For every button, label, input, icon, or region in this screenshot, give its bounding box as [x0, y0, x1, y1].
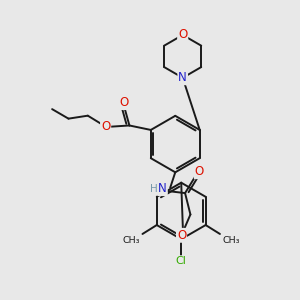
Text: O: O — [178, 28, 187, 41]
Text: N: N — [158, 182, 167, 195]
Text: Cl: Cl — [176, 256, 187, 266]
Text: CH₃: CH₃ — [222, 236, 240, 245]
Text: H: H — [150, 184, 158, 194]
Text: O: O — [119, 96, 129, 109]
Text: O: O — [101, 121, 110, 134]
Text: O: O — [177, 229, 186, 242]
Text: CH₃: CH₃ — [123, 236, 140, 245]
Text: O: O — [195, 165, 204, 178]
Text: N: N — [178, 71, 187, 84]
